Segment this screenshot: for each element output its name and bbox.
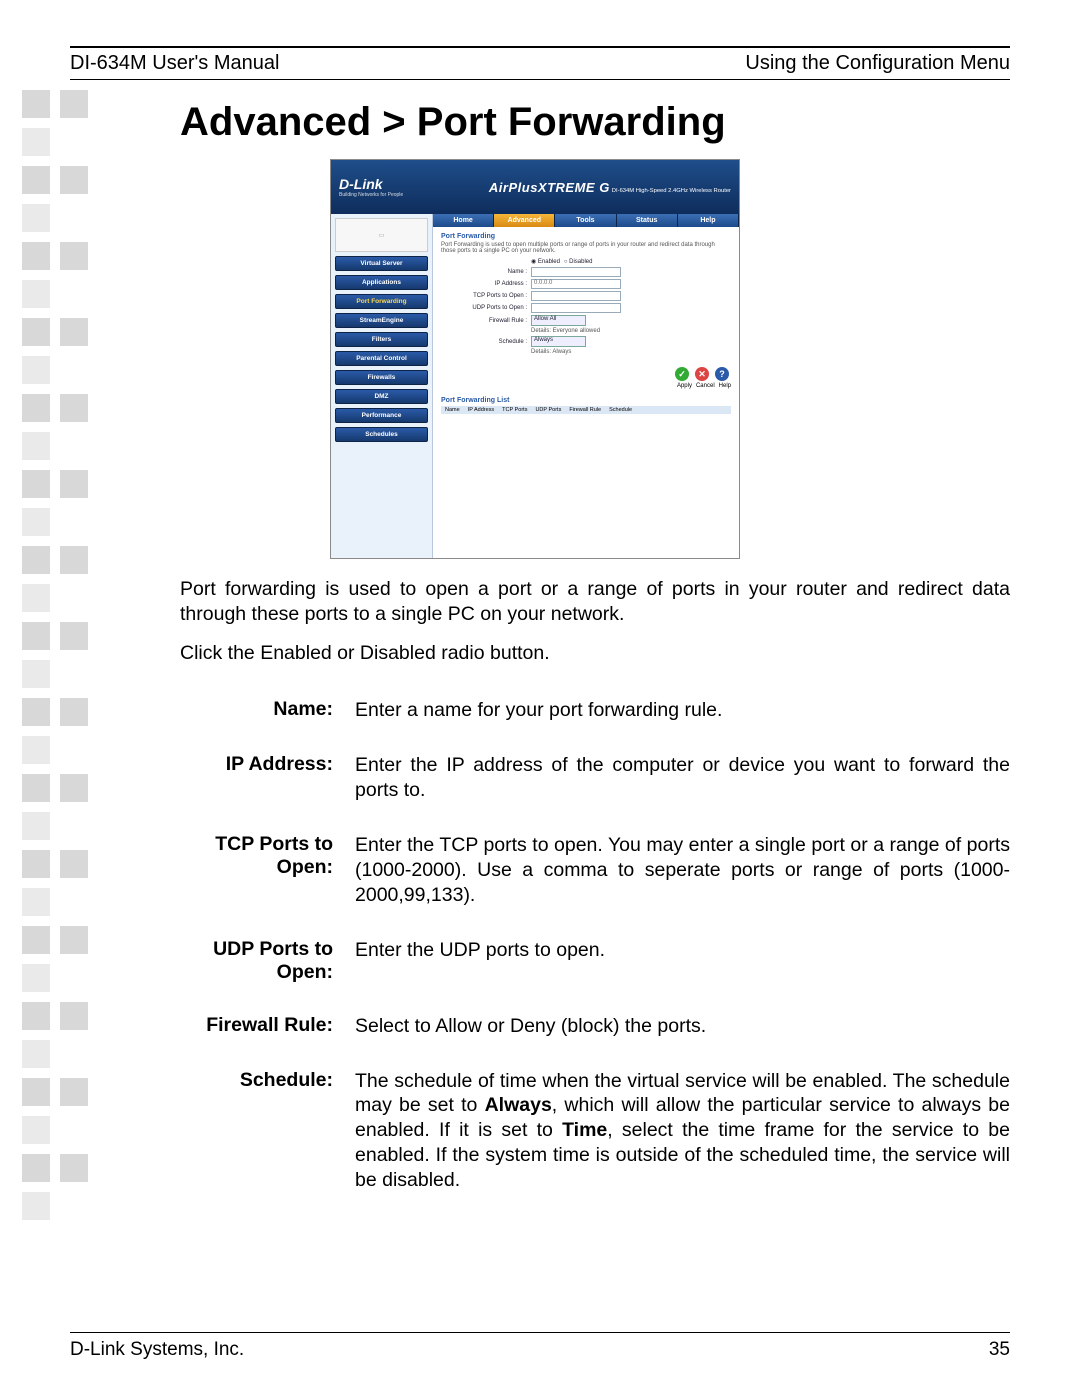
tab-status[interactable]: Status bbox=[617, 214, 678, 227]
firewall-details: Details: Everyone allowed bbox=[531, 328, 600, 334]
help-icon[interactable]: ? bbox=[715, 367, 729, 381]
sidebar-item-filters[interactable]: Filters bbox=[335, 332, 428, 347]
label-firewall: Firewall Rule : bbox=[441, 318, 531, 324]
radio-disabled[interactable]: ○ Disabled bbox=[564, 259, 593, 265]
input-ip[interactable]: 0.0.0.0 bbox=[531, 279, 621, 289]
tab-tools[interactable]: Tools bbox=[555, 214, 616, 227]
page-footer: D-Link Systems, Inc. 35 bbox=[70, 1326, 1010, 1361]
label-schedule: Schedule : bbox=[441, 339, 531, 345]
sidebar-item-port-forwarding[interactable]: Port Forwarding bbox=[335, 294, 428, 309]
paragraph-1: Port forwarding is used to open a port o… bbox=[180, 577, 1010, 627]
def-label-schedule: Schedule: bbox=[180, 1069, 355, 1194]
action-labels: Apply Cancel Help bbox=[433, 383, 739, 393]
input-tcp[interactable] bbox=[531, 291, 621, 301]
header-right: Using the Configuration Menu bbox=[745, 52, 1010, 75]
sidebar-item-performance[interactable]: Performance bbox=[335, 408, 428, 423]
sidebar-item-applications[interactable]: Applications bbox=[335, 275, 428, 290]
def-row-udp: UDP Ports to Open: Enter the UDP ports t… bbox=[180, 938, 1010, 984]
def-desc-name: Enter a name for your port forwarding ru… bbox=[355, 698, 1010, 723]
tab-help[interactable]: Help bbox=[678, 214, 739, 227]
definitions-table: Name: Enter a name for your port forward… bbox=[180, 698, 1010, 1193]
label-ip: IP Address : bbox=[441, 281, 531, 287]
sidebar-item-streamengine[interactable]: StreamEngine bbox=[335, 313, 428, 328]
cancel-label: Cancel bbox=[696, 383, 715, 389]
router-sidebar: ▭ Virtual Server Applications Port Forwa… bbox=[331, 214, 433, 558]
def-label-tcp: TCP Ports to Open: bbox=[180, 833, 355, 908]
footer-rule bbox=[70, 1332, 1010, 1333]
panel-title: Port Forwarding bbox=[441, 233, 731, 240]
footer-right: 35 bbox=[989, 1339, 1010, 1361]
def-desc-udp: Enter the UDP ports to open. bbox=[355, 938, 1010, 984]
cancel-icon[interactable]: ✕ bbox=[695, 367, 709, 381]
def-desc-firewall: Select to Allow or Deny (block) the port… bbox=[355, 1014, 1010, 1039]
def-desc-ip: Enter the IP address of the computer or … bbox=[355, 753, 1010, 803]
select-firewall[interactable]: Allow All bbox=[531, 315, 586, 326]
input-name[interactable] bbox=[531, 267, 621, 277]
apply-icon[interactable]: ✓ bbox=[675, 367, 689, 381]
list-columns: Name IP Address TCP Ports UDP Ports Fire… bbox=[441, 406, 731, 414]
def-row-tcp: TCP Ports to Open: Enter the TCP ports t… bbox=[180, 833, 1010, 908]
def-row-firewall: Firewall Rule: Select to Allow or Deny (… bbox=[180, 1014, 1010, 1039]
tab-home[interactable]: Home bbox=[433, 214, 494, 227]
select-schedule[interactable]: Always bbox=[531, 336, 586, 347]
label-udp: UDP Ports to Open : bbox=[441, 305, 531, 311]
router-image: ▭ bbox=[335, 218, 428, 252]
def-label-ip: IP Address: bbox=[180, 753, 355, 803]
def-label-udp: UDP Ports to Open: bbox=[180, 938, 355, 984]
schedule-details: Details: Always bbox=[531, 349, 571, 355]
page-title: Advanced > Port Forwarding bbox=[180, 100, 1010, 145]
label-tcp: TCP Ports to Open : bbox=[441, 293, 531, 299]
router-ui-screenshot: D-Link Building Networks for People AirP… bbox=[330, 159, 740, 559]
apply-label: Apply bbox=[677, 383, 692, 389]
def-label-name: Name: bbox=[180, 698, 355, 723]
header-top-rule bbox=[70, 46, 1010, 48]
header-bottom-rule bbox=[70, 79, 1010, 80]
product-line: AirPlusXTREME G bbox=[489, 180, 610, 195]
page-header: DI-634M User's Manual Using the Configur… bbox=[70, 52, 1010, 75]
def-row-ip: IP Address: Enter the IP address of the … bbox=[180, 753, 1010, 803]
label-name: Name : bbox=[441, 269, 531, 275]
sidebar-item-schedules[interactable]: Schedules bbox=[335, 427, 428, 442]
footer-left: D-Link Systems, Inc. bbox=[70, 1339, 244, 1361]
header-left: DI-634M User's Manual bbox=[70, 52, 279, 75]
dlink-logo: D-Link bbox=[339, 176, 383, 192]
router-header: D-Link Building Networks for People AirP… bbox=[331, 160, 739, 214]
sidebar-item-parental-control[interactable]: Parental Control bbox=[335, 351, 428, 366]
def-label-firewall: Firewall Rule: bbox=[180, 1014, 355, 1039]
paragraph-2: Click the Enabled or Disabled radio butt… bbox=[180, 641, 1010, 666]
dlink-tagline: Building Networks for People bbox=[339, 192, 403, 198]
panel-description: Port Forwarding is used to open multiple… bbox=[441, 242, 731, 254]
page: DI-634M User's Manual Using the Configur… bbox=[70, 46, 1010, 1346]
list-title: Port Forwarding List bbox=[441, 397, 731, 404]
config-panel: Port Forwarding Port Forwarding is used … bbox=[433, 227, 739, 361]
tab-row: Home Advanced Tools Status Help bbox=[433, 214, 739, 227]
router-main: Home Advanced Tools Status Help Port For… bbox=[433, 214, 739, 558]
sidebar-item-virtual-server[interactable]: Virtual Server bbox=[335, 256, 428, 271]
radio-enabled[interactable]: ◉ Enabled bbox=[531, 258, 560, 265]
tab-advanced[interactable]: Advanced bbox=[494, 214, 555, 227]
product-sub: DI-634M High-Speed 2.4GHz Wireless Route… bbox=[612, 188, 731, 194]
input-udp[interactable] bbox=[531, 303, 621, 313]
sidebar-item-firewalls[interactable]: Firewalls bbox=[335, 370, 428, 385]
def-desc-tcp: Enter the TCP ports to open. You may ent… bbox=[355, 833, 1010, 908]
action-icons: ✓ ✕ ? bbox=[433, 361, 739, 383]
sidebar-item-dmz[interactable]: DMZ bbox=[335, 389, 428, 404]
def-row-schedule: Schedule: The schedule of time when the … bbox=[180, 1069, 1010, 1194]
help-label: Help bbox=[719, 383, 731, 389]
def-row-name: Name: Enter a name for your port forward… bbox=[180, 698, 1010, 723]
def-desc-schedule: The schedule of time when the virtual se… bbox=[355, 1069, 1010, 1194]
